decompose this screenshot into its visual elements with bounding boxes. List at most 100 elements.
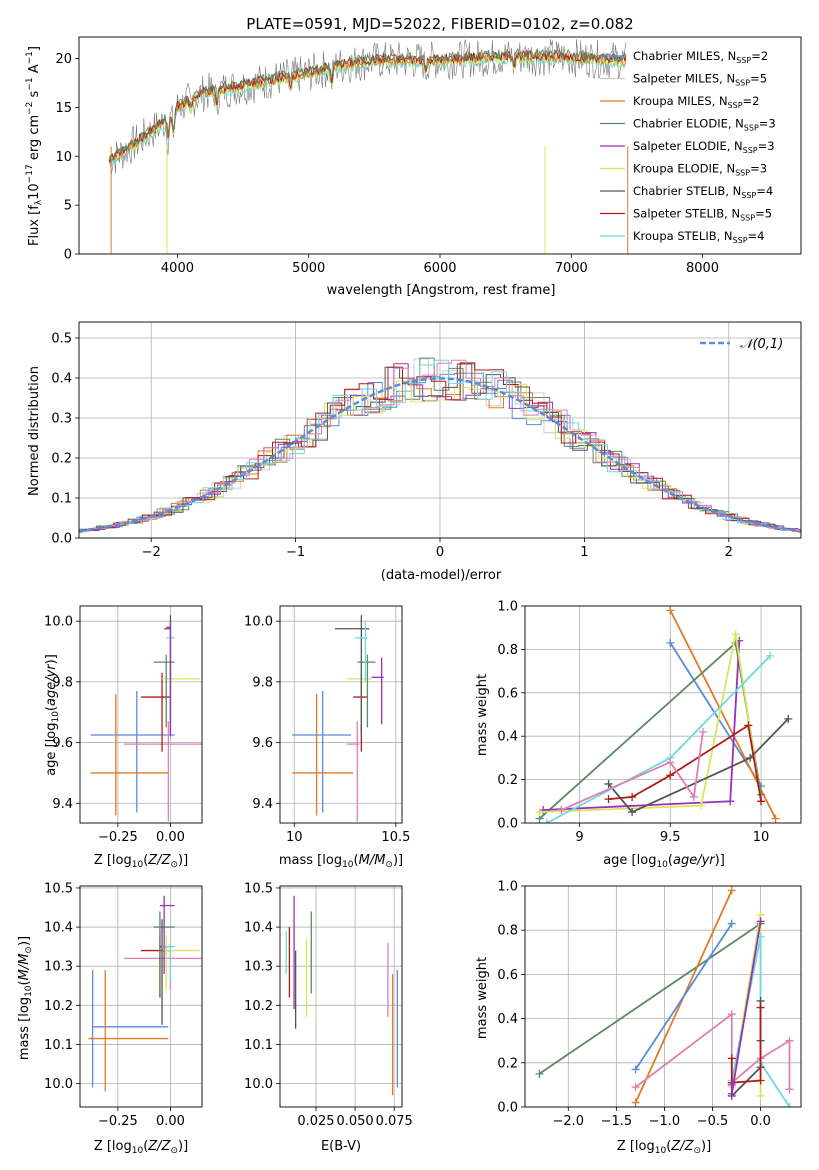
x-tick-label: 7000 <box>555 261 588 276</box>
weight-marker-salpeter_elodie <box>727 1080 736 1089</box>
spectrum-legend: Chabrier MILES, NSSP=2 Salpeter MILES, NS… <box>600 49 776 245</box>
age-vs-z-panel: −0.25 0.00 9.4 9.6 9.8 10.0 <box>44 605 203 845</box>
weight-marker-salpeter_elodie <box>727 1089 736 1098</box>
x-tick-label: −1.5 <box>601 1114 633 1129</box>
weight-marker-pink <box>785 1085 794 1094</box>
weight-marker-chabrier_elodie <box>535 1069 544 1078</box>
weight-line-salpeter_stelib <box>730 1007 762 1084</box>
weight-marker-kroupa_stelib <box>542 819 551 823</box>
y-tick-label: 10.0 <box>44 1077 73 1092</box>
y-tick-label: 0.2 <box>497 773 518 788</box>
plot-area <box>88 895 202 1092</box>
y-tick-label: 0.0 <box>497 1101 518 1116</box>
weight-vs-age-panel: 9 9.5 10 0.0 0.2 0.4 0.6 0.8 1.0 <box>497 600 802 845</box>
y-tick-label: 20 <box>55 52 72 67</box>
x-tick-label: 10 <box>286 830 303 845</box>
weight-marker-pink <box>727 1010 736 1019</box>
weight-marker-salpeter_stelib <box>727 1054 736 1063</box>
axes-frame <box>279 605 403 824</box>
plot-area <box>535 886 794 1107</box>
weight-line-pink <box>560 731 704 811</box>
x-tick-label: 5000 <box>292 261 325 276</box>
x-tick-label: 1 <box>580 545 588 560</box>
weight-marker-pink <box>631 1083 640 1092</box>
y-tick-label: 0.6 <box>497 968 518 983</box>
axes-frame <box>524 605 802 824</box>
y-tick-label: 10.1 <box>44 1038 73 1053</box>
axes-frame <box>78 36 802 255</box>
y-tick-label: 10.3 <box>44 960 73 975</box>
legend-label-chabrier_stelib: Chabrier STELIB, NSSP=4 <box>633 184 773 200</box>
y-tick-label: 10.0 <box>244 1077 273 1092</box>
legend-label-chabrier_elodie: Chabrier ELODIE, NSSP=3 <box>633 117 776 133</box>
weight-marker-salpeter_stelib <box>744 721 753 730</box>
y-tick-label: 0.8 <box>497 924 518 939</box>
axes-frame <box>79 885 203 1108</box>
weight-marker-chabrier_stelib <box>604 779 613 788</box>
residual-histogram-salpeter_stelib <box>79 362 801 532</box>
y-tick-label: 10.3 <box>244 960 273 975</box>
me-xlabel: E(B-V) <box>321 1139 361 1154</box>
y-tick-label: 10.2 <box>244 999 273 1014</box>
y-tick-label: 0.3 <box>51 412 72 427</box>
weight-marker-pink <box>689 792 698 801</box>
weight-line-salpeter_elodie <box>730 921 762 1094</box>
weight-marker-salpeter_stelib <box>628 792 637 801</box>
y-tick-label: 0 <box>64 248 72 263</box>
residuals-ylabel: Normed distribution <box>27 366 42 496</box>
x-tick-label: −0.25 <box>98 830 138 845</box>
x-tick-label: −0.5 <box>697 1114 729 1129</box>
axes-frame <box>79 605 203 824</box>
y-tick-label: 0.4 <box>51 372 72 387</box>
axes-frame <box>524 885 802 1108</box>
weight-marker-salpeter_stelib <box>604 795 613 804</box>
x-tick-label: 0.00 <box>156 1114 185 1129</box>
plot-area <box>535 606 793 823</box>
weight-marker-chabrier_stelib <box>746 753 755 762</box>
legend-label-chabrier_miles: Chabrier MILES, NSSP=2 <box>633 49 768 65</box>
model-spectrum-line <box>108 51 627 163</box>
y-tick-label: 9.8 <box>252 675 273 690</box>
y-tick-label: 0.2 <box>51 452 72 467</box>
spectrum-xlabel: wavelength [Angstrom, rest frame] <box>327 283 556 298</box>
y-tick-label: 10.0 <box>44 615 73 630</box>
y-tick-label: 9.6 <box>252 736 273 751</box>
x-tick-label: 0.0 <box>750 1114 771 1129</box>
model-spectrum-line <box>108 52 627 166</box>
plot-area <box>285 895 398 1096</box>
legend-label-salpeter_miles: Salpeter MILES, NSSP=5 <box>633 72 767 88</box>
x-tick-label: 9 <box>575 830 583 845</box>
x-tick-label: 9.5 <box>660 830 681 845</box>
y-tick-label: 0.1 <box>51 492 72 507</box>
weight-marker-salpeter_stelib <box>757 797 766 806</box>
x-tick-label: −1 <box>286 545 305 560</box>
y-tick-label: 10.0 <box>244 615 273 630</box>
agem-xlabel: mass [log10(M/M⊙)] <box>279 853 403 870</box>
weight-marker-salpeter_stelib <box>666 771 675 780</box>
x-tick-label: 0.00 <box>156 830 185 845</box>
x-tick-label: 2 <box>725 545 733 560</box>
wz-xlabel: Z [log10(Z/Z⊙)] <box>617 1139 711 1156</box>
weight-marker-kroupa_stelib <box>785 1103 794 1107</box>
y-tick-label: 0.0 <box>497 817 518 832</box>
x-tick-label: −2 <box>142 545 161 560</box>
x-tick-label: 0.025 <box>297 1114 334 1129</box>
wage-ylabel: mass weight <box>475 674 490 756</box>
x-tick-label: −2.0 <box>552 1114 584 1129</box>
weight-line-chabrier_elodie <box>538 922 762 1075</box>
normal-legend: 𝒩(0,1) <box>700 337 783 352</box>
figure-title: PLATE=0591, MJD=52022, FIBERID=0102, z=0… <box>246 15 633 33</box>
plot-area <box>79 357 801 533</box>
x-tick-label: 6000 <box>423 261 456 276</box>
y-tick-label: 0.2 <box>497 1056 518 1071</box>
x-tick-label: 8000 <box>686 261 719 276</box>
weight-marker-salpeter_stelib <box>756 1003 765 1012</box>
legend-label-salpeter_elodie: Salpeter ELODIE, NSSP=3 <box>633 139 775 155</box>
mass-vs-z-panel: −0.25 0.00 10.0 10.1 10.2 10.3 10.4 10.5 <box>44 881 203 1129</box>
plot-area <box>108 38 629 254</box>
wage-xlabel: age [log10(age/yr)] <box>603 853 725 870</box>
x-tick-label: 0 <box>436 545 444 560</box>
y-tick-label: 0.4 <box>497 1012 518 1027</box>
mz-ylabel: mass [log10(M/M⊙)] <box>17 936 34 1060</box>
